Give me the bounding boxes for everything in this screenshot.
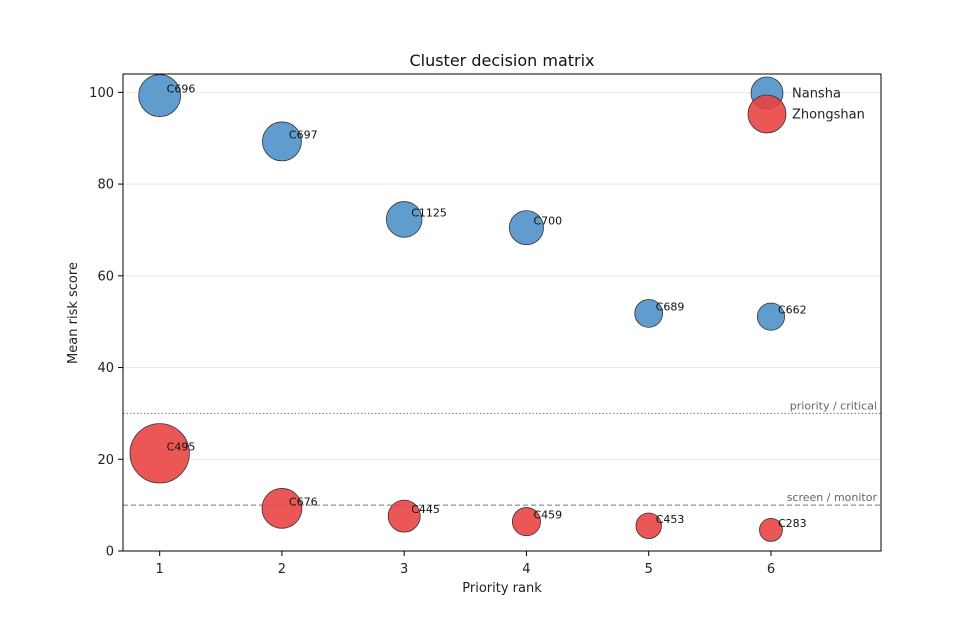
reference-lines: priority / critical screen / monitor [123, 399, 881, 506]
legend-label: Zhongshan [792, 108, 865, 123]
scatter-point [635, 512, 662, 539]
legend-label: Nansha [792, 87, 841, 102]
y-tick-label: 80 [97, 178, 114, 193]
x-tick-label: 2 [278, 562, 286, 577]
scatter-point [387, 499, 421, 533]
chart-title: Cluster decision matrix [409, 51, 594, 70]
plot-frame [122, 73, 882, 552]
point-label: C445 [411, 503, 440, 516]
scatter-point [756, 302, 785, 331]
y-axis-label: Mean risk score [66, 262, 81, 364]
point-label: C697 [289, 128, 318, 141]
x-tick-label: 5 [645, 562, 653, 577]
x-tick-label: 6 [767, 562, 775, 577]
x-axis-label: Priority rank [462, 581, 542, 596]
scatter-point [508, 210, 544, 246]
point-label: C453 [656, 513, 685, 526]
point-label: C696 [167, 83, 196, 96]
scatter-point [511, 507, 541, 537]
x-tick-label: 4 [522, 562, 530, 577]
scatter-point [138, 74, 182, 117]
point-label: C676 [289, 495, 318, 508]
x-tick-label: 3 [400, 562, 408, 577]
point-label: C662 [778, 304, 807, 317]
point-label: C700 [533, 215, 562, 228]
scatter-point [385, 201, 423, 238]
reference-line-label: screen / monitor [787, 491, 878, 504]
axis-ticks: 0 20 40 60 80 100 1 2 3 4 5 6 [89, 86, 775, 577]
y-tick-label: 100 [89, 86, 114, 101]
scatter-point [262, 121, 302, 162]
scatter-point [129, 423, 190, 484]
y-tick-label: 40 [97, 361, 114, 376]
x-tick-label: 1 [156, 562, 164, 577]
scatter-point [759, 517, 783, 542]
point-labels: C696 C697 C1125 C700 C689 C662 C495 C676 C445 C45… [167, 83, 807, 530]
point-label: C283 [778, 517, 807, 530]
point-label: C689 [656, 300, 685, 313]
y-tick-label: 0 [106, 545, 114, 560]
scatter-point [634, 299, 664, 328]
point-label: C459 [533, 509, 562, 522]
y-tick-label: 20 [97, 453, 114, 468]
scatter-points [129, 74, 785, 542]
point-label: C495 [167, 440, 196, 453]
legend-marker [747, 94, 787, 134]
y-tick-label: 60 [97, 269, 114, 284]
reference-line-label: priority / critical [790, 399, 877, 412]
point-label: C1125 [411, 206, 447, 219]
legend: Nansha Zhongshan [747, 76, 865, 134]
scatter-point [261, 488, 303, 529]
